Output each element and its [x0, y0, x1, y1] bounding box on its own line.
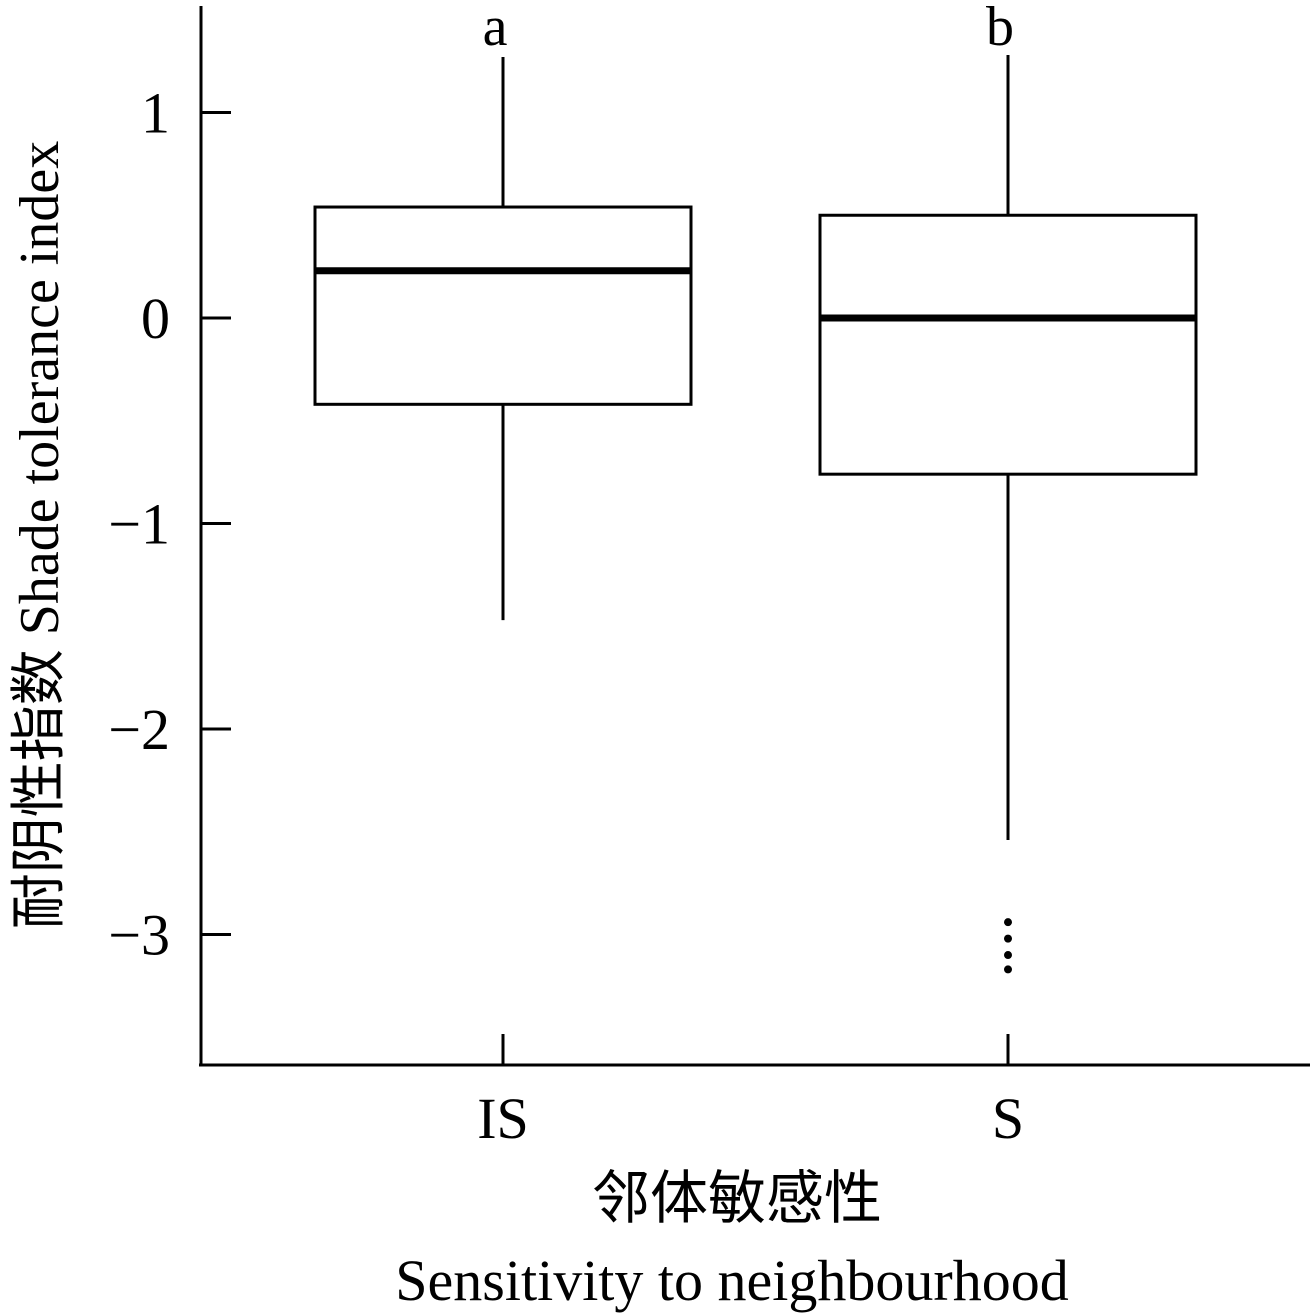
y-tick-label: −1: [108, 492, 170, 557]
outlier-point: [1004, 918, 1012, 927]
x-axis-title-chinese: 邻体敏感性: [592, 1166, 882, 1231]
x-tick-label: S: [992, 1086, 1024, 1151]
y-ticks: 1 0 −1 −2 −3: [108, 81, 231, 968]
y-tick-label: −2: [108, 697, 170, 762]
outlier-point: [1004, 934, 1012, 943]
interquartile-box: [313, 205, 693, 406]
outlier-point: [1004, 965, 1012, 974]
box-S: b: [818, 0, 1198, 974]
x-axis-title-english: Sensitivity to neighbourhood: [395, 1248, 1068, 1313]
y-tick-label: −3: [108, 903, 170, 968]
y-tick-label: 1: [141, 81, 170, 146]
significance-letter: b: [986, 0, 1014, 58]
y-tick-label: 0: [141, 286, 170, 351]
outlier-point: [1004, 951, 1012, 960]
interquartile-box: [818, 213, 1198, 476]
x-ticks: IS S: [477, 1034, 1024, 1151]
x-tick-label: IS: [477, 1086, 529, 1151]
axes: [199, 6, 1310, 1067]
box-IS: a: [313, 0, 693, 621]
y-axis-title: 耐阴性指数 Shade tolerance index: [9, 141, 71, 929]
significance-letter: a: [483, 0, 508, 58]
